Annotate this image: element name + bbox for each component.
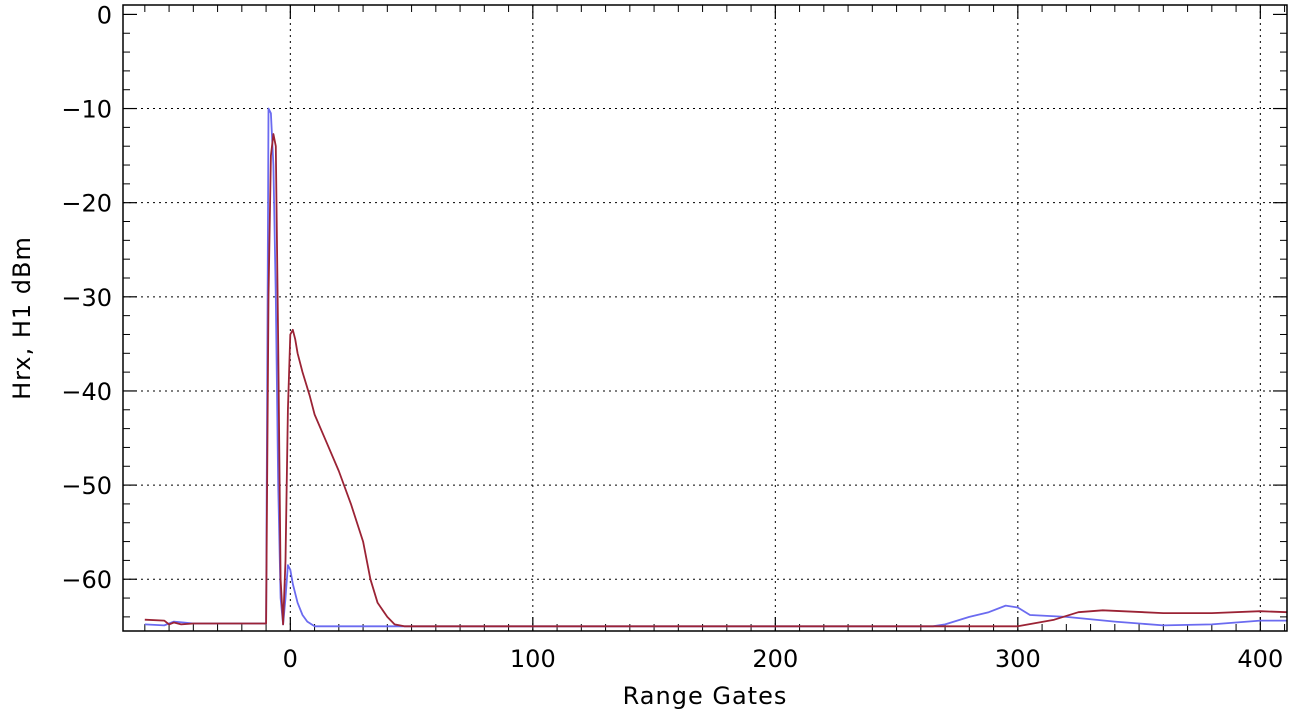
grid-lines (123, 5, 1287, 631)
y-tick-label: −30 (61, 284, 112, 312)
y-tick-label: −40 (61, 378, 112, 406)
series-line-2 (144, 133, 1288, 628)
series-line-1 (144, 107, 1287, 628)
y-tick-label: 0 (97, 1, 112, 29)
minor-ticks (123, 5, 1287, 631)
x-tick-label: 300 (995, 645, 1041, 673)
y-tick-label: −20 (61, 190, 112, 218)
x-tick-label: 400 (1237, 645, 1283, 673)
x-axis-label: Range Gates (623, 682, 788, 710)
major-ticks (123, 5, 1287, 631)
y-tick-label: −10 (61, 96, 112, 124)
y-tick-label: −60 (61, 566, 112, 594)
x-tick-label: 0 (283, 645, 298, 673)
x-tick-label: 100 (510, 645, 556, 673)
plot-frame (122, 4, 1288, 632)
x-tick-label: 200 (752, 645, 798, 673)
tick-labels: 0 100 200 300 400 0 −10 −20 −30 −40 −50 −60 (61, 1, 1283, 673)
series-lines (144, 107, 1288, 628)
y-axis-label: Hrx, H1 dBm (8, 236, 36, 400)
y-tick-label: −50 (61, 472, 112, 500)
